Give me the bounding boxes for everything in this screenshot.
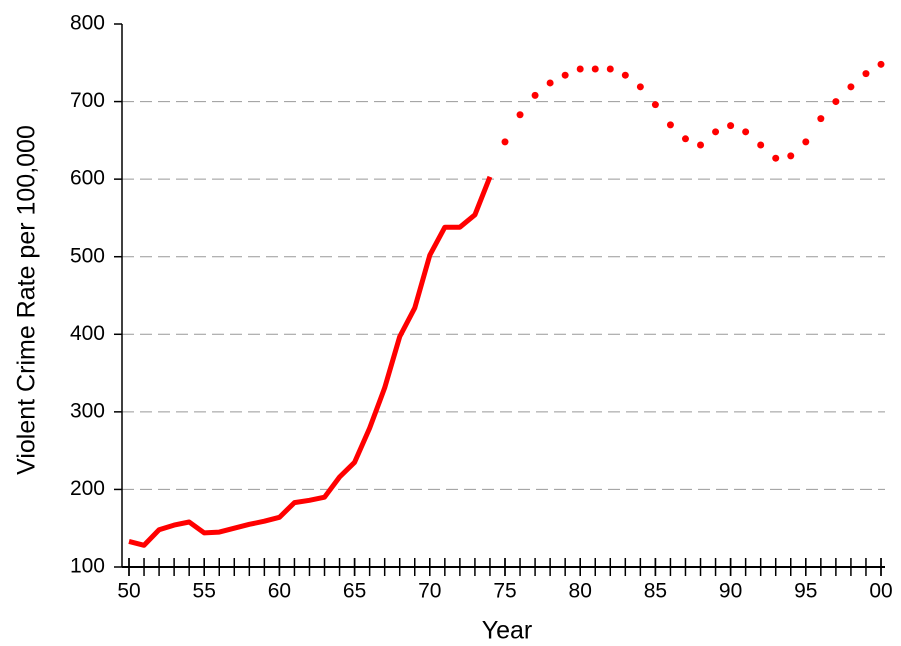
y-tick-label: 400 bbox=[70, 322, 105, 345]
data-point bbox=[697, 141, 705, 149]
data-point bbox=[847, 83, 855, 91]
x-tick-label: 85 bbox=[644, 580, 667, 603]
data-point bbox=[546, 79, 554, 87]
data-point bbox=[742, 128, 750, 136]
x-tick-label: 80 bbox=[569, 580, 592, 603]
data-point bbox=[501, 138, 509, 146]
x-tick-label: 75 bbox=[493, 580, 516, 603]
data-point bbox=[712, 128, 720, 136]
data-point bbox=[877, 60, 885, 68]
data-point bbox=[681, 135, 689, 143]
data-point bbox=[516, 111, 524, 119]
data-point bbox=[802, 138, 810, 146]
y-tick-label: 600 bbox=[70, 167, 105, 190]
data-point bbox=[757, 141, 765, 149]
x-axis-title: Year bbox=[482, 617, 533, 645]
data-point bbox=[576, 65, 584, 73]
y-tick-label: 100 bbox=[70, 555, 105, 578]
data-point bbox=[531, 91, 539, 99]
y-axis-title: Violent Crime Rate per 100,000 bbox=[13, 125, 41, 475]
data-point bbox=[636, 83, 644, 91]
y-tick-label: 300 bbox=[70, 399, 105, 422]
data-point bbox=[591, 65, 599, 73]
x-tick-label: 55 bbox=[193, 580, 216, 603]
data-point bbox=[666, 121, 674, 129]
data-point bbox=[606, 65, 614, 73]
y-tick-label: 500 bbox=[70, 244, 105, 267]
data-point bbox=[862, 70, 870, 78]
data-point bbox=[561, 71, 569, 79]
data-point bbox=[727, 122, 735, 130]
x-tick-label: 95 bbox=[794, 580, 817, 603]
data-point bbox=[621, 71, 629, 79]
x-tick-label: 70 bbox=[418, 580, 441, 603]
x-tick-label: 90 bbox=[719, 580, 742, 603]
data-point bbox=[651, 101, 659, 109]
data-point bbox=[772, 154, 780, 162]
data-point bbox=[817, 115, 825, 123]
y-tick-label: 200 bbox=[70, 477, 105, 500]
x-tick-label: 65 bbox=[343, 580, 366, 603]
y-tick-label: 800 bbox=[70, 12, 105, 35]
x-tick-label: 00 bbox=[869, 580, 892, 603]
data-point bbox=[787, 152, 795, 160]
data-point bbox=[832, 98, 840, 106]
y-tick-label: 700 bbox=[70, 89, 105, 112]
x-tick-label: 50 bbox=[117, 580, 140, 603]
x-tick-label: 60 bbox=[268, 580, 291, 603]
data-line bbox=[128, 175, 493, 548]
